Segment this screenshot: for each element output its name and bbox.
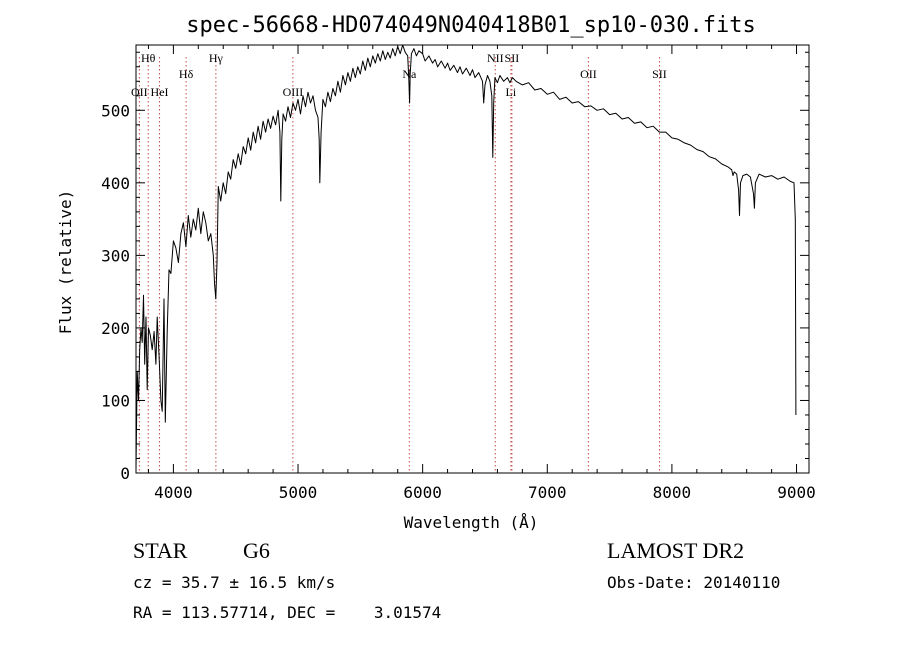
- x-tick-label: 8000: [653, 483, 692, 502]
- marker-label: SII: [652, 67, 667, 81]
- marker-label: OII: [580, 67, 597, 81]
- x-tick-label: 7000: [528, 483, 567, 502]
- marker-label: OIII: [283, 85, 304, 99]
- marker-label: Li: [506, 85, 517, 99]
- marker-label: OII: [131, 85, 148, 99]
- plot-frame: [135, 44, 810, 474]
- y-tick-label: 200: [101, 319, 130, 338]
- y-tick-label: 100: [101, 391, 130, 410]
- x-tick-label: 9000: [777, 483, 816, 502]
- marker-label: Hδ: [179, 67, 194, 81]
- x-tick-label: 6000: [403, 483, 442, 502]
- marker-label: NII: [487, 51, 504, 65]
- y-tick-label: 400: [101, 174, 130, 193]
- marker-label: Na: [402, 67, 417, 81]
- x-axis-label: Wavelength (Å): [404, 513, 539, 532]
- y-tick-label: 500: [101, 101, 130, 120]
- chart-title: spec-56668-HD074049N040418B01_sp10-030.f…: [186, 13, 756, 38]
- x-tick-label: 5000: [279, 483, 318, 502]
- object-subclass: G6: [243, 538, 270, 563]
- spectrum-series: [135, 44, 797, 470]
- marker-label: HeI: [151, 85, 169, 99]
- marker-label: Hγ: [209, 51, 224, 65]
- y-tick-label: 300: [101, 246, 130, 265]
- object-class: STAR: [133, 538, 188, 563]
- x-tick-label: 4000: [154, 483, 193, 502]
- axes: 4000 5000 6000 7000 8000 9000 0 100 200 300 400 500: [101, 44, 816, 502]
- spectrum-line: [135, 44, 797, 470]
- marker-label: Hθ: [141, 51, 156, 65]
- y-axis-label: Flux (relative): [56, 190, 75, 335]
- survey-name: LAMOST DR2: [607, 538, 745, 563]
- ra-dec: RA = 113.57714, DEC = 3.01574: [133, 603, 442, 622]
- observation-date: Obs-Date: 20140110: [607, 573, 781, 592]
- y-tick-label: 0: [120, 464, 130, 483]
- redshift-cz: cz = 35.7 ± 16.5 km/s: [133, 573, 336, 592]
- marker-label: SII: [505, 51, 520, 65]
